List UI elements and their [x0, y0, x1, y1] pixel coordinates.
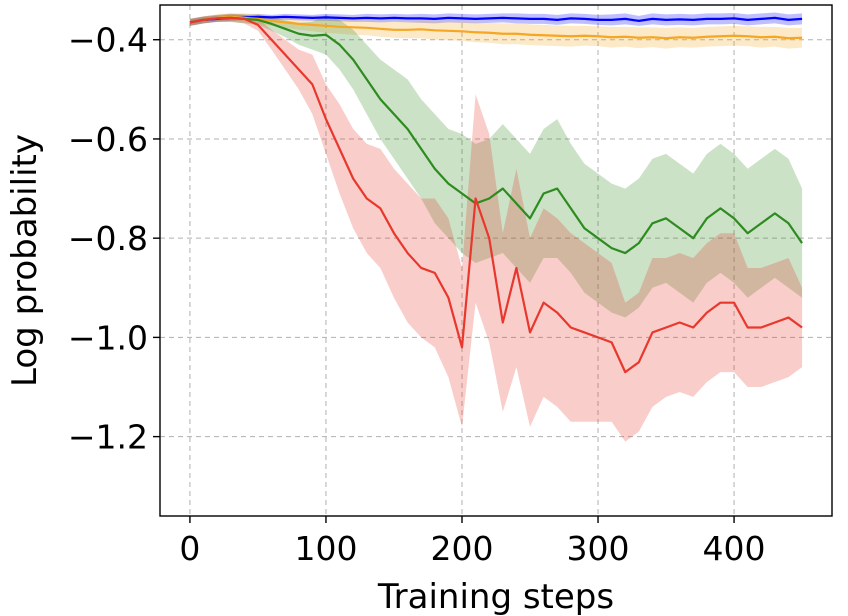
series-2-line: [189, 16, 803, 255]
series-1-line: [189, 15, 803, 40]
y-tick-label: −0.8: [68, 219, 148, 258]
y-tick-label: −1.2: [68, 418, 148, 457]
series-3-band: [189, 13, 803, 442]
series-1-band: [189, 12, 803, 49]
series-0-line: [189, 15, 803, 24]
series-2-band: [189, 13, 803, 318]
series-lines: [189, 15, 803, 374]
x-tick-label: 100: [294, 529, 357, 568]
plot-frame: [159, 4, 833, 517]
y-axis-label: Log probability: [5, 134, 45, 387]
y-tick-label: −0.6: [68, 120, 148, 159]
y-tick-label: −0.4: [68, 21, 148, 60]
axis-ticks: 0 100 200 300 400 −0.4 −0.6 −0.8 −1.0 −1.2: [68, 21, 766, 568]
x-tick-label: 0: [179, 529, 200, 568]
x-tick-label: 400: [703, 529, 766, 568]
series-3-line: [189, 16, 803, 374]
x-tick-label: 200: [430, 529, 493, 568]
y-tick-label: −1.0: [68, 318, 148, 357]
confidence-bands: [189, 12, 803, 442]
x-tick-label: 300: [567, 529, 630, 568]
x-axis-label: Training steps: [377, 577, 614, 616]
